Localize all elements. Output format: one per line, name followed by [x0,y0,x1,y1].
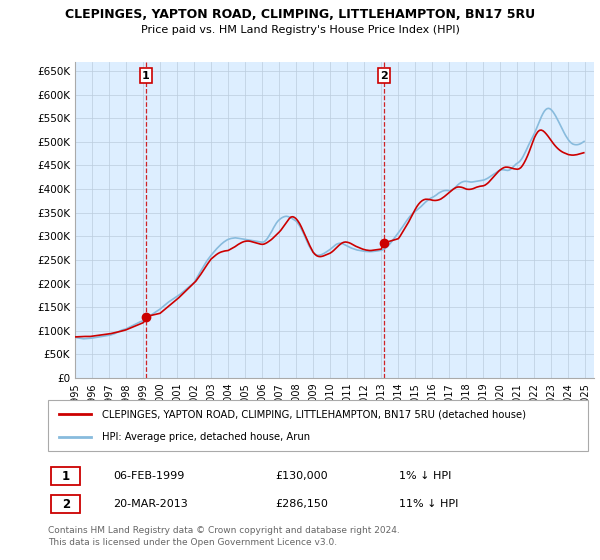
Text: This data is licensed under the Open Government Licence v3.0.: This data is licensed under the Open Gov… [48,539,337,548]
Text: CLEPINGES, YAPTON ROAD, CLIMPING, LITTLEHAMPTON, BN17 5RU: CLEPINGES, YAPTON ROAD, CLIMPING, LITTLE… [65,8,535,21]
Text: HPI: Average price, detached house, Arun: HPI: Average price, detached house, Arun [102,432,310,442]
Text: 11% ↓ HPI: 11% ↓ HPI [399,499,458,509]
Text: 20-MAR-2013: 20-MAR-2013 [113,499,188,509]
Text: Contains HM Land Registry data © Crown copyright and database right 2024.: Contains HM Land Registry data © Crown c… [48,526,400,535]
Text: 2: 2 [62,497,70,511]
Text: 1: 1 [62,469,70,483]
Text: Price paid vs. HM Land Registry's House Price Index (HPI): Price paid vs. HM Land Registry's House … [140,25,460,35]
Bar [50,466,80,486]
Text: £286,150: £286,150 [275,499,328,509]
Text: 1% ↓ HPI: 1% ↓ HPI [399,471,451,481]
Text: CLEPINGES, YAPTON ROAD, CLIMPING, LITTLEHAMPTON, BN17 5RU (detached house): CLEPINGES, YAPTON ROAD, CLIMPING, LITTLE… [102,409,526,419]
Text: £130,000: £130,000 [275,471,328,481]
Text: 1: 1 [142,71,150,81]
Text: 06-FEB-1999: 06-FEB-1999 [113,471,184,481]
Text: 2: 2 [380,71,388,81]
Bar [50,494,80,514]
